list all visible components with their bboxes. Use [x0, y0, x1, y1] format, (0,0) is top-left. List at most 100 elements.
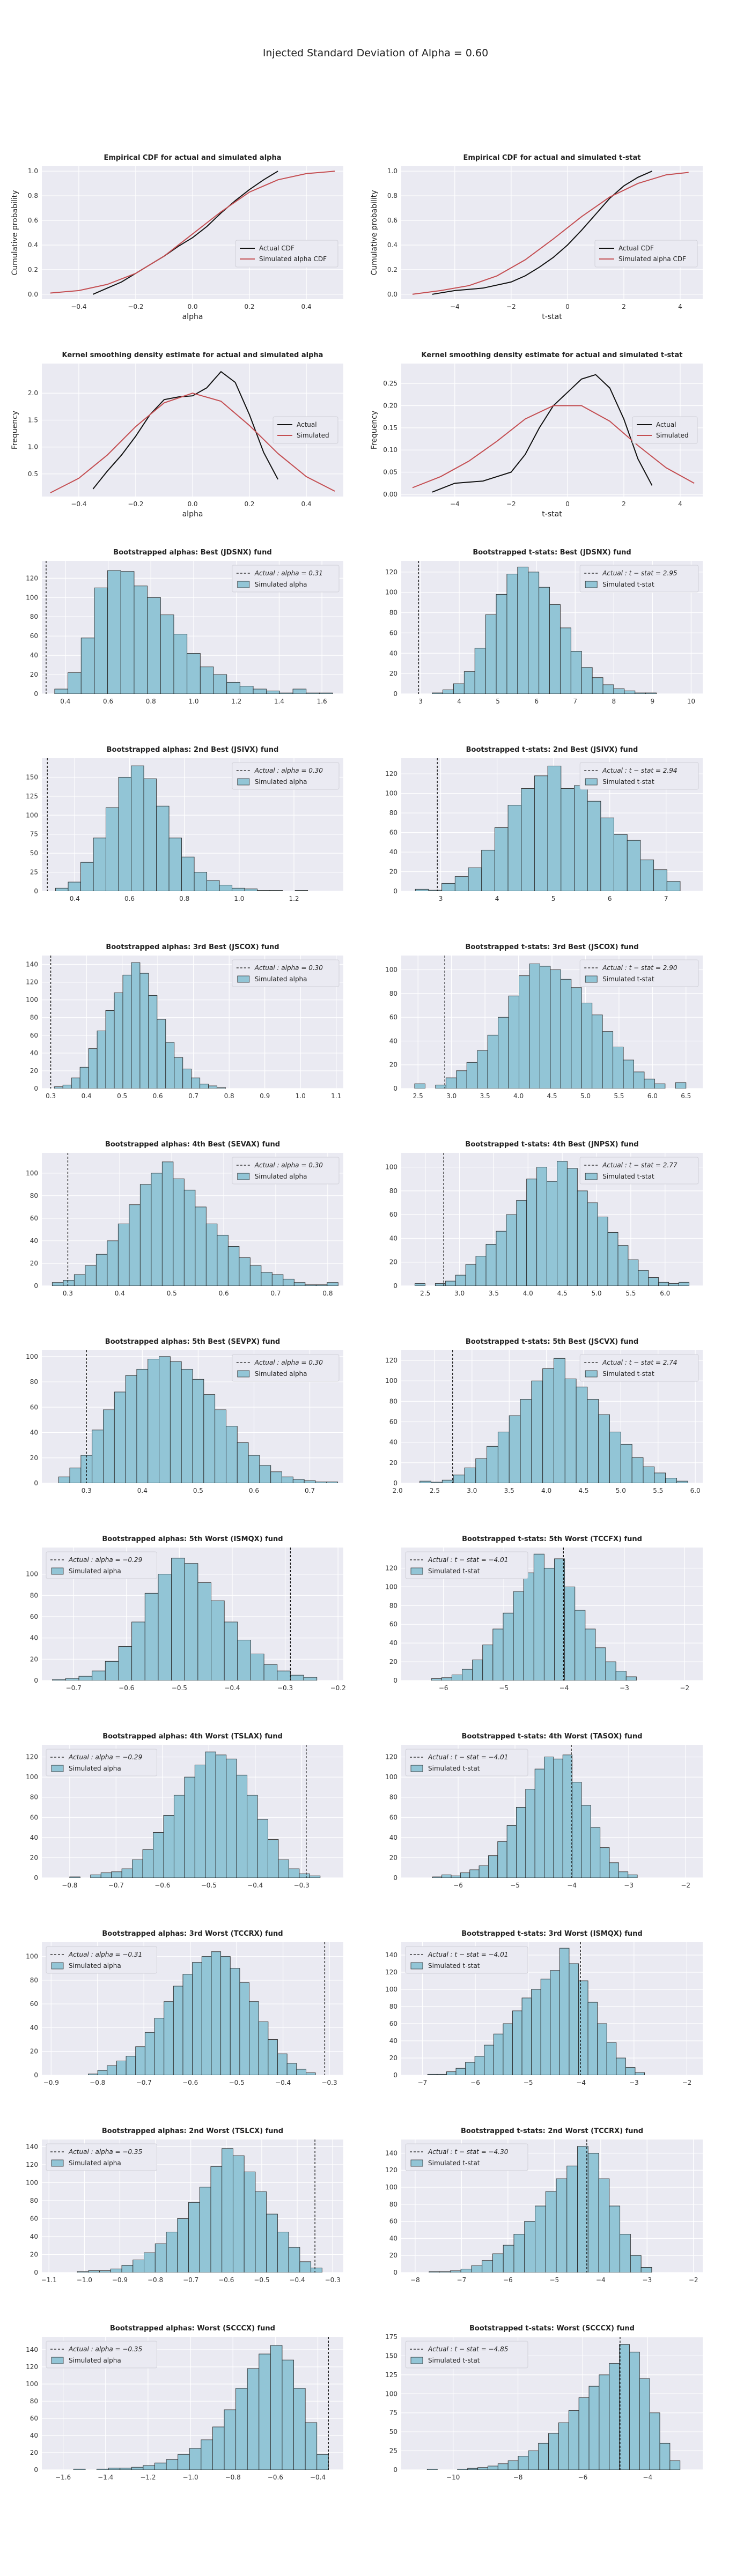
- y-tick-label: 40: [30, 1429, 38, 1437]
- histogram-bar: [316, 2454, 329, 2470]
- plot-marks: [50, 171, 335, 295]
- y-axis-label: Frequency: [370, 411, 379, 449]
- histogram-bar: [482, 1645, 494, 1681]
- y-tick-label: 60: [389, 2020, 397, 2027]
- histogram-bar: [131, 1622, 145, 1681]
- y-tick-label: 2.0: [28, 389, 38, 397]
- histogram-bar: [244, 2171, 256, 2272]
- x-tick-label: 3.0: [446, 1092, 457, 1100]
- x-tick-label: −6: [578, 2474, 588, 2481]
- histogram-bar: [200, 667, 214, 694]
- x-tick-label: −0.6: [154, 1882, 170, 1889]
- histogram-bar: [107, 1240, 119, 1286]
- legend: Actual Simulated: [632, 416, 698, 444]
- x-tick-label: −0.5: [254, 2276, 269, 2284]
- histogram-bar: [263, 1664, 278, 1681]
- histogram-bar: [139, 973, 149, 1089]
- y-tick-label: 20: [389, 1061, 397, 1069]
- x-tick-label: −4: [596, 2276, 606, 2284]
- y-tick-label: 100: [385, 1377, 397, 1385]
- x-tick-label: 0.5: [193, 1487, 203, 1494]
- x-tick-label: 5: [551, 895, 556, 902]
- histogram-bar: [577, 1190, 588, 1286]
- x-tick-label: 0.7: [305, 1487, 315, 1494]
- y-tick-label: 100: [385, 1583, 397, 1590]
- histogram-bar: [181, 1368, 193, 1483]
- histogram-bar: [148, 1359, 160, 1483]
- chart-1: Empirical CDF for actual and simulated t…: [370, 154, 703, 321]
- legend: Actual : alpha = 0.30 Simulated alpha: [232, 1157, 340, 1185]
- x-tick-label: 4.5: [578, 1487, 588, 1494]
- series-line-1: [50, 393, 335, 493]
- legend-box: [232, 565, 340, 593]
- y-tick-label: 100: [26, 594, 38, 601]
- histogram-bar: [303, 1677, 318, 1681]
- x-tick-label: 6.0: [690, 1487, 701, 1494]
- plot-marks: [412, 374, 695, 493]
- x-tick-label: −0.7: [136, 2079, 152, 2086]
- y-tick-label: 120: [385, 1357, 397, 1364]
- legend-simulated-label: Simulated alpha: [255, 1370, 307, 1378]
- histogram-bar: [259, 2353, 271, 2470]
- histogram-bar: [288, 2247, 300, 2272]
- legend: Actual : t − stat = −4.01 Simulated t-sta…: [405, 1749, 528, 1776]
- legend-simulated-label: Simulated t-stat: [428, 2159, 480, 2167]
- legend: Actual CDF Simulated alpha CDF: [594, 240, 698, 268]
- plot-marks: [427, 1942, 645, 2075]
- histogram-bar: [535, 2205, 546, 2272]
- y-tick-label: 100: [26, 996, 38, 1004]
- legend-box: [579, 1354, 699, 1382]
- x-tick-label: 0.6: [124, 895, 135, 902]
- histogram-bar: [658, 1282, 669, 1286]
- histogram-bar: [189, 2448, 202, 2470]
- legend-actual-label: Actual : alpha = 0.30: [254, 1359, 323, 1366]
- x-tick-label: 0.0: [187, 303, 197, 310]
- histogram-bar: [319, 692, 333, 694]
- histogram-bar: [135, 2046, 145, 2075]
- y-tick-label: 40: [389, 1234, 397, 1242]
- legend: Actual : t − stat = 2.74 Simulated t-stat: [579, 1354, 699, 1382]
- histogram-bar: [585, 1628, 596, 1681]
- y-tick-label: 20: [389, 868, 397, 876]
- histogram-bar: [520, 1399, 532, 1483]
- y-tick-label: 20: [30, 1454, 38, 1462]
- y-tick-label: 140: [26, 2143, 38, 2150]
- y-tick-label: 100: [385, 1986, 397, 1993]
- legend-actual-label: Actual : t − stat = 2.74: [602, 1359, 677, 1366]
- histogram-bar: [268, 1839, 279, 1878]
- histogram-bar: [592, 1015, 603, 1089]
- histogram-bar: [181, 856, 195, 891]
- histogram-bar: [513, 2234, 525, 2272]
- histogram-bar: [475, 1458, 488, 1483]
- y-tick-label: 120: [26, 979, 38, 986]
- histogram-bar: [488, 1855, 498, 1878]
- y-tick-label: 0.6: [28, 217, 38, 224]
- histogram-bar: [665, 1478, 677, 1483]
- x-tick-label: 1.0: [188, 698, 198, 705]
- histogram-bar: [571, 987, 582, 1089]
- x-tick-label: −4: [567, 1882, 577, 1889]
- histogram-bar: [631, 1457, 644, 1483]
- histogram-bar: [131, 962, 141, 1089]
- histogram-bar: [232, 887, 245, 891]
- histogram-bar: [118, 776, 132, 891]
- histogram-bar: [268, 2039, 278, 2075]
- y-tick-label: 0: [393, 2071, 397, 2079]
- x-tick-label: −6: [453, 1882, 463, 1889]
- histogram-bar: [194, 872, 208, 891]
- histogram-bar: [54, 1086, 63, 1089]
- x-tick-label: −7: [457, 2276, 467, 2284]
- y-tick-label: 120: [385, 1968, 397, 1976]
- legend-label: Simulated alpha CDF: [259, 255, 327, 263]
- histogram-bar: [493, 2033, 504, 2075]
- x-tick-label: −1.6: [55, 2474, 71, 2481]
- histogram-bar: [439, 2271, 451, 2272]
- histogram-bar: [581, 1003, 593, 1089]
- histogram-bar: [271, 1274, 284, 1286]
- legend-actual-label: Actual : t − stat = −4.85: [428, 2345, 508, 2353]
- chart-title: Bootstrapped alphas: Best (JDSNX) fund: [113, 549, 271, 557]
- histogram-bar: [506, 1214, 517, 1286]
- y-tick-label: 80: [389, 1187, 397, 1195]
- x-tick-label: 2.5: [420, 1290, 430, 1297]
